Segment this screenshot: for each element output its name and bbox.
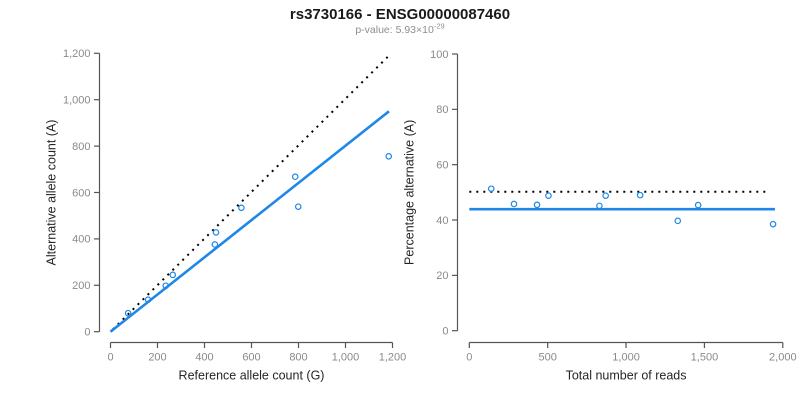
data-point xyxy=(294,203,302,210)
data-point xyxy=(487,185,495,193)
data-point xyxy=(602,192,609,199)
x-tick-label: 600 xyxy=(242,352,260,364)
x-tick-label: 400 xyxy=(195,352,213,364)
x-tick-label: 1,000 xyxy=(612,352,640,364)
data-point xyxy=(212,229,220,236)
data-point xyxy=(291,173,299,181)
p-value-text: p-value: 5.93×10 xyxy=(355,24,434,36)
data-point xyxy=(211,241,219,248)
y-tick-label: 200 xyxy=(72,280,90,292)
data-point xyxy=(533,201,541,209)
x-tick-label: 0 xyxy=(466,352,472,364)
y-axis-title: Percentage alternative (A) xyxy=(403,120,417,265)
y-tick-label: 400 xyxy=(72,234,90,246)
x-tick-label: 1,500 xyxy=(691,352,719,364)
x-tick-label: 1,000 xyxy=(332,352,360,364)
y-tick-label: 800 xyxy=(72,141,90,153)
data-point xyxy=(162,282,170,290)
x-axis-title: Reference allele count (G) xyxy=(179,369,325,383)
p-value-exponent: -29 xyxy=(433,21,445,31)
y-tick-label: 0 xyxy=(84,327,90,339)
data-point xyxy=(124,309,132,317)
chart-title: rs3730166 - ENSG00000087460 xyxy=(289,6,511,23)
x-tick-label: 800 xyxy=(289,352,307,364)
y-tick-label: 60 xyxy=(436,159,448,171)
x-tick-label: 1,200 xyxy=(379,352,407,364)
y-tick-label: 100 xyxy=(430,49,448,61)
fit-line xyxy=(109,110,390,333)
chart-subtitle: p-value: 5.93×10-29 xyxy=(0,21,800,36)
data-point xyxy=(510,200,518,208)
x-axis-title: Total number of reads xyxy=(566,369,687,383)
x-tick-label: 500 xyxy=(538,352,556,364)
data-point xyxy=(238,204,245,212)
y-tick-label: 20 xyxy=(436,270,448,282)
data-point xyxy=(596,202,603,210)
y-tick-label: 600 xyxy=(72,187,90,199)
y-tick-label: 1,200 xyxy=(63,48,91,60)
data-point xyxy=(545,192,552,199)
data-point xyxy=(169,271,177,279)
data-point xyxy=(674,217,682,225)
data-point xyxy=(694,201,702,209)
data-point xyxy=(385,153,393,160)
y-tick-label: 40 xyxy=(436,215,448,227)
y-tick-label: 1,000 xyxy=(63,95,91,107)
y-axis-title: Alternative allele count (A) xyxy=(45,120,59,266)
x-tick-label: 2,000 xyxy=(769,352,797,364)
x-tick-label: 200 xyxy=(148,352,166,364)
data-point xyxy=(769,220,777,228)
allele-counts-panel: 0 200 400 600 800 1,000 1,200 0 200 400 600 800 1,00… xyxy=(45,48,407,382)
y-tick-label: 0 xyxy=(442,326,448,338)
percentage-alternative-panel: 0 20 40 60 80 100 0 500 1,000 1,500 2,000 Total num… xyxy=(403,49,797,383)
y-tick-label: 80 xyxy=(436,104,448,116)
data-point xyxy=(636,191,644,199)
identity-line xyxy=(112,56,389,331)
x-tick-label: 0 xyxy=(107,352,113,364)
data-point xyxy=(144,296,152,303)
